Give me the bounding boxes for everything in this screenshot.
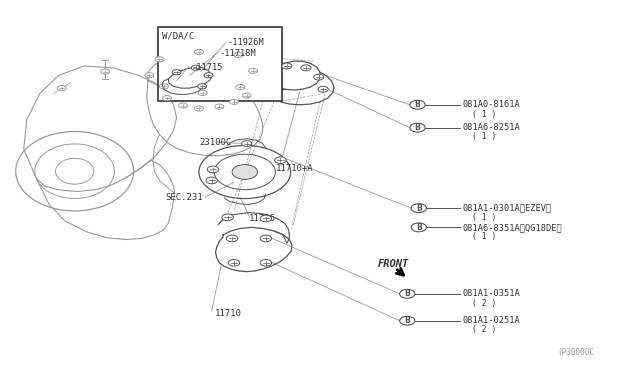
Circle shape <box>100 69 109 74</box>
Circle shape <box>145 73 154 78</box>
Circle shape <box>159 84 168 89</box>
Text: B: B <box>404 289 410 298</box>
Circle shape <box>227 235 238 242</box>
Circle shape <box>230 99 239 105</box>
Circle shape <box>215 104 224 109</box>
Text: 23100C: 23100C <box>199 138 231 147</box>
Circle shape <box>260 260 271 266</box>
Text: 11716: 11716 <box>248 214 275 223</box>
Circle shape <box>275 157 286 163</box>
Circle shape <box>195 49 204 55</box>
Text: 081A1-0301A〈EZEV〉: 081A1-0301A〈EZEV〉 <box>462 203 551 213</box>
Text: W/DA/C: W/DA/C <box>162 32 194 41</box>
Circle shape <box>318 86 328 92</box>
Circle shape <box>207 166 219 173</box>
Text: -11718M: -11718M <box>220 49 256 58</box>
Text: ( 1 ): ( 1 ) <box>472 109 496 119</box>
Text: ( 1 ): ( 1 ) <box>472 232 496 241</box>
Text: B: B <box>416 223 422 232</box>
Circle shape <box>242 141 252 147</box>
Circle shape <box>243 93 251 98</box>
Circle shape <box>58 86 67 91</box>
Circle shape <box>248 68 257 73</box>
Text: ( 1 ): ( 1 ) <box>472 132 496 141</box>
Circle shape <box>236 84 245 90</box>
Text: B: B <box>404 316 410 325</box>
Text: 11710+A: 11710+A <box>275 164 313 173</box>
Text: 081A6-8251A: 081A6-8251A <box>462 123 520 132</box>
Circle shape <box>228 260 240 266</box>
Circle shape <box>204 73 213 78</box>
Text: -11926M: -11926M <box>228 38 264 47</box>
Text: ( 1 ): ( 1 ) <box>472 213 496 222</box>
Circle shape <box>234 52 243 58</box>
Text: SEC.231: SEC.231 <box>166 193 204 202</box>
Circle shape <box>172 70 181 75</box>
Circle shape <box>260 215 271 222</box>
Circle shape <box>163 96 172 101</box>
Text: (P30000C: (P30000C <box>557 349 594 357</box>
Text: 081A6-8351A〈QG18DE〉: 081A6-8351A〈QG18DE〉 <box>462 223 562 232</box>
Text: B: B <box>416 203 422 213</box>
Circle shape <box>222 214 234 221</box>
Circle shape <box>232 164 257 179</box>
Circle shape <box>198 90 207 96</box>
Circle shape <box>206 177 218 184</box>
Text: 081A0-8161A: 081A0-8161A <box>462 100 520 109</box>
Circle shape <box>198 84 207 89</box>
Circle shape <box>282 63 292 69</box>
Text: ( 2 ): ( 2 ) <box>472 299 496 308</box>
Circle shape <box>195 106 204 111</box>
Circle shape <box>191 65 200 70</box>
Text: B: B <box>415 123 420 132</box>
Text: 081A1-0351A: 081A1-0351A <box>462 289 520 298</box>
Bar <box>157 27 282 101</box>
Text: 11710: 11710 <box>215 309 242 318</box>
Text: ( 2 ): ( 2 ) <box>472 326 496 334</box>
Circle shape <box>155 57 164 62</box>
Circle shape <box>260 235 271 242</box>
Text: 081A1-0251A: 081A1-0251A <box>462 316 520 325</box>
Circle shape <box>301 65 311 71</box>
Text: B: B <box>415 100 420 109</box>
Circle shape <box>314 74 324 80</box>
Circle shape <box>179 103 188 108</box>
Text: -11715: -11715 <box>191 63 223 72</box>
Text: FRONT: FRONT <box>378 259 408 269</box>
